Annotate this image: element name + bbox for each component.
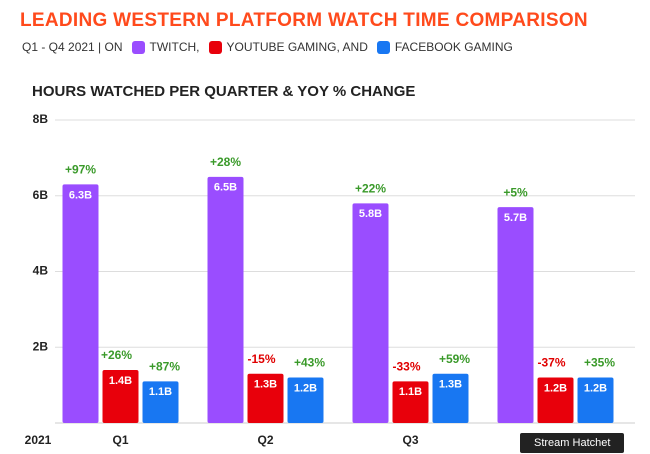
bar xyxy=(207,176,244,423)
value-label: 6.5B xyxy=(214,182,237,194)
value-label: 1.3B xyxy=(439,379,462,391)
x-tick-label: Q3 xyxy=(402,433,418,447)
value-label: 5.7B xyxy=(504,212,527,224)
y-tick-label: 8B xyxy=(33,112,49,126)
x-tick-label: Q1 xyxy=(112,433,128,447)
value-label: 1.2B xyxy=(544,382,567,394)
bar xyxy=(102,369,139,423)
bar xyxy=(432,373,469,423)
yoy-label: +26% xyxy=(101,348,132,362)
x-tick-label: Q2 xyxy=(257,433,273,447)
y-tick-label: 6B xyxy=(33,188,49,202)
bar xyxy=(247,373,284,423)
yoy-label: +97% xyxy=(65,163,96,177)
yoy-label: -33% xyxy=(392,360,420,374)
legend-entry: YOUTUBE GAMING, AND xyxy=(227,40,368,54)
bar xyxy=(287,377,324,423)
subtitle: Q1 - Q4 2021 | ON TWITCH, YOUTUBE GAMING,… xyxy=(22,40,513,54)
bar xyxy=(392,381,429,423)
legend-icon xyxy=(131,40,145,54)
yoy-label: +87% xyxy=(149,360,180,374)
value-label: 1.4B xyxy=(109,375,132,387)
legend-label: TWITCH xyxy=(149,40,197,54)
y-tick-label: 2B xyxy=(33,339,49,353)
year-label: 2021 xyxy=(25,433,52,447)
yoy-label: +28% xyxy=(210,155,241,169)
yoy-label: +22% xyxy=(355,181,386,195)
bar xyxy=(142,381,179,423)
value-label: 1.1B xyxy=(149,386,172,398)
value-label: 1.1B xyxy=(399,386,422,398)
bar xyxy=(497,207,534,423)
legend-separator: , xyxy=(196,40,200,54)
legend-entry: TWITCH, xyxy=(150,40,200,54)
chart-title: HOURS WATCHED PER QUARTER & YOY % CHANGE xyxy=(32,83,415,100)
legend-label: FACEBOOK GAMING xyxy=(394,40,513,54)
value-label: 1.2B xyxy=(584,382,607,394)
yoy-label: +59% xyxy=(439,352,470,366)
y-tick-label: 4B xyxy=(33,264,49,278)
yoy-label: +35% xyxy=(584,356,615,370)
legend-icon xyxy=(376,40,390,54)
bar xyxy=(537,377,574,423)
legend-icon xyxy=(208,40,222,54)
yoy-label: -37% xyxy=(537,356,565,370)
yoy-label: +5% xyxy=(503,185,528,199)
legend-label: YOUTUBE GAMING xyxy=(226,40,337,54)
subtitle-prefix: Q1 - Q4 2021 | ON xyxy=(22,40,123,54)
value-label: 6.3B xyxy=(69,189,92,201)
bar xyxy=(577,377,614,423)
value-label: 1.2B xyxy=(294,382,317,394)
yoy-label: -15% xyxy=(247,352,275,366)
title: LEADING WESTERN PLATFORM WATCH TIME COMP… xyxy=(20,10,588,31)
bar xyxy=(352,203,389,423)
value-label: 1.3B xyxy=(254,379,277,391)
watermark: Stream Hatchet xyxy=(520,433,625,453)
bar xyxy=(62,184,99,423)
legend-separator: , AND xyxy=(336,40,368,54)
value-label: 5.8B xyxy=(359,208,382,220)
legend-entry: FACEBOOK GAMING xyxy=(395,40,513,54)
yoy-label: +43% xyxy=(294,356,325,370)
